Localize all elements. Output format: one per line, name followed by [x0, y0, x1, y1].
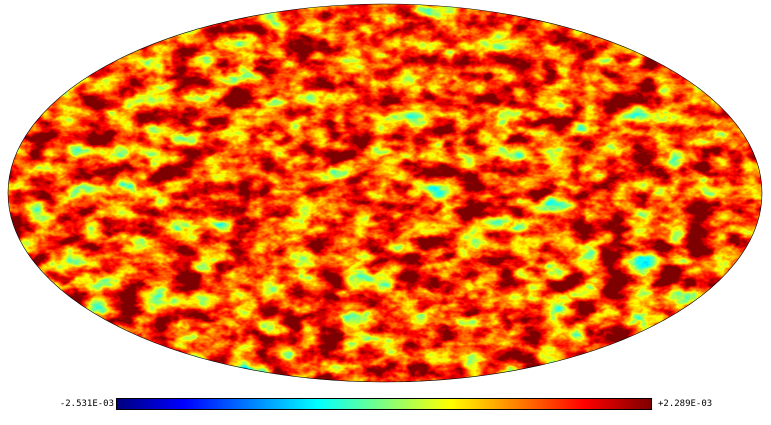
colorbar-min-label: -2.531E-03: [59, 399, 114, 409]
colorbar-gradient: [116, 398, 652, 410]
mollweide-projection: [7, 3, 763, 383]
map-field: [8, 4, 762, 382]
colorbar: -2.531E-03 +2.289E-03: [0, 396, 771, 418]
colorbar-max-label: +2.289E-03: [658, 399, 713, 409]
sky-map: [7, 3, 763, 383]
map-boundary: [7, 3, 763, 383]
